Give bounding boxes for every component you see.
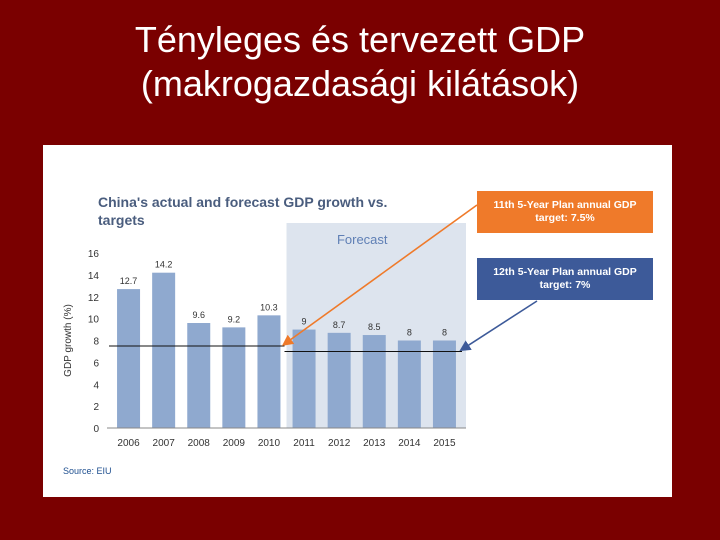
y-tick-label: 2	[93, 402, 99, 413]
y-tick-label: 4	[93, 380, 99, 391]
slide-title-line-1: Tényleges és tervezett GDP	[134, 19, 586, 60]
target-12-arrow	[459, 300, 538, 352]
bar-value-label: 9.6	[192, 310, 205, 320]
chart-svg: Forecast 0 2 4 6 8 10 12 14 16 GDP growth (%) 12.7 2…	[63, 204, 538, 449]
bar	[327, 332, 351, 428]
chart-title: China's actual and forecast GDP growth v…	[98, 194, 388, 228]
bar-value-label: 10.3	[260, 302, 278, 312]
bar	[257, 315, 281, 428]
bar-value-label: 14.2	[155, 260, 173, 270]
bar-value-label: 8	[442, 328, 447, 338]
bar	[432, 340, 456, 428]
x-tick-label: 2008	[188, 438, 211, 449]
slide-title-line-2: (makrogazdasági kilátások)	[140, 63, 580, 104]
target-12-label: 12th 5-Year Plan annual GDP target: 7%	[493, 266, 637, 291]
bar-value-label: 9.2	[228, 314, 241, 324]
target-11-label: 11th 5-Year Plan annual GDP target: 7.5%	[493, 199, 637, 224]
x-tick-label: 2015	[433, 438, 456, 449]
y-tick-label: 14	[88, 271, 100, 282]
x-tick-label: 2007	[153, 438, 176, 449]
chart-source: Source: EIU	[63, 466, 112, 476]
x-tick-label: 2006	[117, 438, 140, 449]
x-tick-label: 2009	[223, 438, 246, 449]
bar-value-label: 12.7	[120, 276, 138, 286]
bar-value-label: 9	[302, 317, 307, 327]
bar	[362, 335, 386, 428]
y-tick-label: 10	[88, 315, 100, 326]
bar	[187, 323, 211, 428]
x-tick-label: 2014	[398, 438, 421, 449]
bar	[222, 327, 246, 428]
x-tick-label: 2012	[328, 438, 351, 449]
y-axis-label: GDP growth (%)	[63, 304, 74, 377]
target-12-callout: 12th 5-Year Plan annual GDP target: 7%	[477, 258, 653, 300]
bar-value-label: 8.5	[368, 322, 381, 332]
slide-title: Tényleges és tervezett GDP (makrogazdasá…	[0, 18, 720, 106]
bar	[397, 340, 421, 428]
y-tick-label: 16	[88, 249, 100, 260]
forecast-label: Forecast	[337, 232, 388, 247]
target-11-callout: 11th 5-Year Plan annual GDP target: 7.5%	[477, 191, 653, 233]
bar	[152, 272, 176, 428]
y-tick-label: 6	[93, 358, 99, 369]
chart-panel: Forecast 0 2 4 6 8 10 12 14 16 GDP growth (%) 12.7 2…	[43, 145, 672, 497]
target-11-arrow	[281, 204, 478, 346]
x-tick-label: 2011	[293, 438, 315, 449]
bar-value-label: 8.7	[333, 320, 346, 330]
y-tick-label: 12	[88, 293, 100, 304]
x-tick-label: 2010	[258, 438, 281, 449]
bar	[292, 329, 316, 428]
y-tick-label: 0	[93, 424, 99, 435]
y-tick-label: 8	[93, 337, 99, 348]
x-tick-label: 2013	[363, 438, 386, 449]
bar	[117, 289, 141, 428]
bar-value-label: 8	[407, 328, 412, 338]
